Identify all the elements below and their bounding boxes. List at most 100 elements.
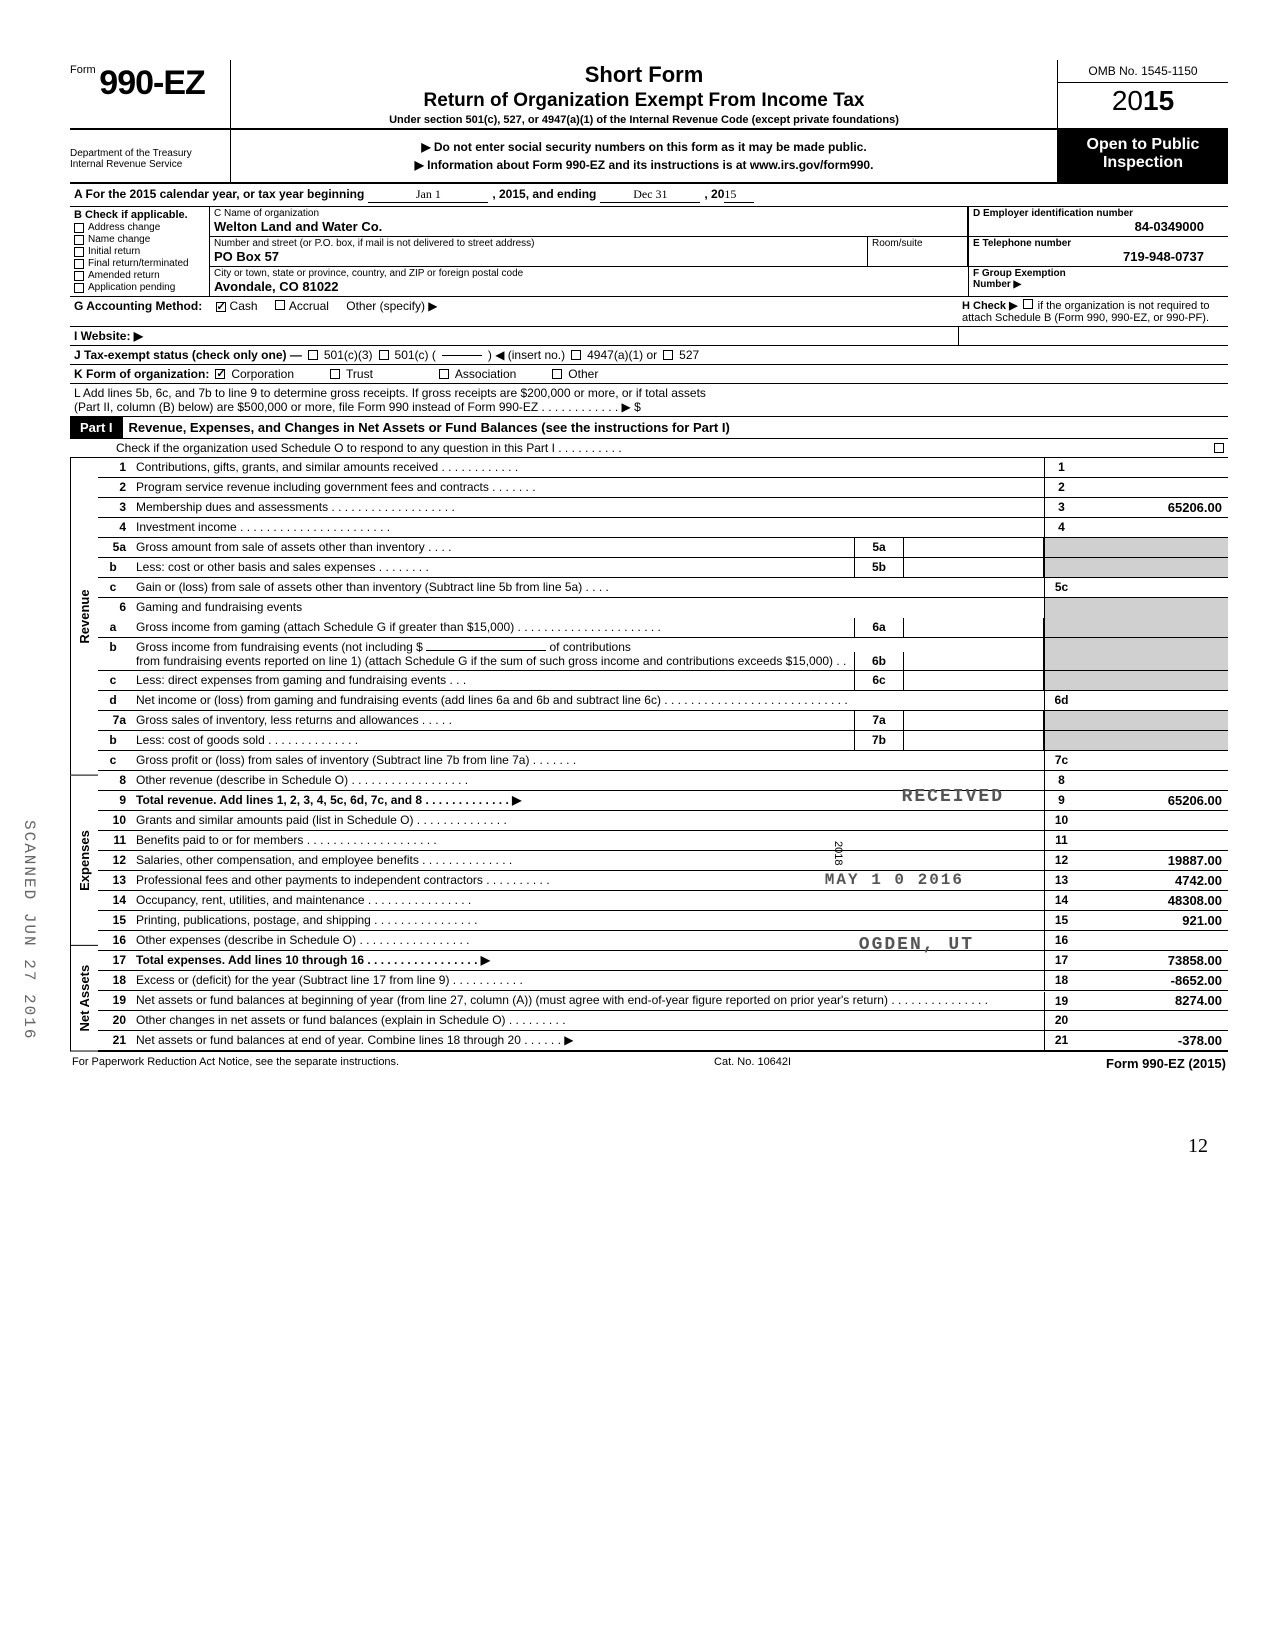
- line-amt[interactable]: -8652.00: [1078, 971, 1228, 990]
- inner-amt[interactable]: [904, 711, 1044, 730]
- line-amt[interactable]: 4742.00: [1078, 871, 1228, 890]
- line-no: 3: [98, 498, 134, 517]
- line-no: 4: [98, 518, 134, 537]
- line-no: 10: [98, 811, 134, 830]
- line-amt: [1078, 711, 1228, 730]
- org-address[interactable]: PO Box 57: [210, 249, 867, 266]
- line-amt[interactable]: [1078, 751, 1228, 770]
- checkbox-cash-icon[interactable]: [216, 302, 226, 312]
- line-amt[interactable]: [1078, 458, 1228, 477]
- checkbox-icon[interactable]: [74, 223, 84, 233]
- inner-amt[interactable]: [904, 638, 1044, 670]
- checkbox-icon[interactable]: [74, 283, 84, 293]
- checkbox-icon[interactable]: [74, 271, 84, 281]
- inner-amt[interactable]: [904, 731, 1044, 750]
- checkbox-icon[interactable]: [74, 235, 84, 245]
- box-f-label: F Group Exemption: [973, 268, 1224, 279]
- chk-address-change[interactable]: Address change: [74, 222, 205, 233]
- line-rt-no: 20: [1044, 1011, 1078, 1030]
- chk-amended[interactable]: Amended return: [74, 270, 205, 281]
- checkbox-icon[interactable]: [74, 259, 84, 269]
- line-no: 13: [98, 871, 134, 890]
- checkbox-accrual-icon[interactable]: [275, 300, 285, 310]
- line-amt[interactable]: 65206.00: [1078, 791, 1228, 810]
- box-c: C Name of organization Welton Land and W…: [210, 207, 968, 296]
- title-sub: Return of Organization Exempt From Incom…: [235, 90, 1053, 112]
- line-9: 9 Total revenue. Add lines 1, 2, 3, 4, 5…: [98, 791, 1228, 811]
- line-amt[interactable]: [1078, 771, 1228, 790]
- line-desc: Gross sales of inventory, less returns a…: [134, 711, 854, 730]
- checkbox-501c-icon[interactable]: [379, 350, 389, 360]
- line-amt[interactable]: 19887.00: [1078, 851, 1228, 870]
- phone[interactable]: 719-948-0737: [973, 249, 1224, 264]
- line-no: c: [98, 578, 134, 597]
- checkbox-icon[interactable]: [74, 247, 84, 257]
- org-city[interactable]: Avondale, CO 81022: [210, 279, 968, 296]
- chk-name-change[interactable]: Name change: [74, 234, 205, 245]
- line-amt[interactable]: [1078, 1011, 1228, 1030]
- line-no: 21: [98, 1031, 134, 1050]
- ein[interactable]: 84-0349000: [973, 219, 1224, 234]
- line-amt[interactable]: [1078, 478, 1228, 497]
- inner-amt[interactable]: [904, 671, 1044, 690]
- line-amt[interactable]: [1078, 691, 1228, 710]
- line-amt[interactable]: [1078, 931, 1228, 950]
- line-15: 15Printing, publications, postage, and s…: [98, 911, 1228, 931]
- row-i: I Website: ▶: [70, 327, 1228, 346]
- line-amt[interactable]: 73858.00: [1078, 951, 1228, 970]
- row-k: K Form of organization: Corporation Trus…: [70, 365, 1228, 384]
- line-no: d: [98, 691, 134, 710]
- chk-final-return[interactable]: Final return/terminated: [74, 258, 205, 269]
- line-no: 18: [98, 971, 134, 990]
- j-insert[interactable]: [442, 355, 482, 356]
- line-rt-no: 2: [1044, 478, 1078, 497]
- checkbox-527-icon[interactable]: [663, 350, 673, 360]
- line-amt: [1078, 731, 1228, 750]
- instr-1: ▶ Do not enter social security numbers o…: [237, 140, 1051, 154]
- line-a-end[interactable]: Dec 31: [600, 187, 700, 203]
- inner-amt[interactable]: [904, 618, 1044, 637]
- line-3: 3Membership dues and assessments . . . .…: [98, 498, 1228, 518]
- form-year: 2015: [1058, 83, 1228, 119]
- line-amt[interactable]: [1078, 578, 1228, 597]
- chk-label: Initial return: [88, 246, 140, 257]
- chk-label: Address change: [88, 222, 160, 233]
- line-no: 5a: [98, 538, 134, 557]
- line-amt[interactable]: -378.00: [1078, 1031, 1228, 1050]
- k-label: K Form of organization:: [74, 367, 209, 381]
- line-desc: Grants and similar amounts paid (list in…: [134, 811, 1044, 830]
- part1-title: Revenue, Expenses, and Changes in Net As…: [123, 417, 1228, 438]
- inner-amt[interactable]: [904, 558, 1044, 577]
- checkbox-part1-icon[interactable]: [1214, 443, 1224, 453]
- contrib-amt[interactable]: [426, 650, 546, 651]
- line-desc: Gross profit or (loss) from sales of inv…: [134, 751, 1044, 770]
- line-amt[interactable]: 8274.00: [1078, 991, 1228, 1010]
- line-1: 1Contributions, gifts, grants, and simil…: [98, 458, 1228, 478]
- checkbox-other-icon[interactable]: [552, 369, 562, 379]
- line-amt[interactable]: [1078, 831, 1228, 850]
- line-no: c: [98, 751, 134, 770]
- line-amt: [1078, 558, 1228, 577]
- inner-amt[interactable]: [904, 538, 1044, 557]
- chk-app-pending[interactable]: Application pending: [74, 282, 205, 293]
- line-a-year[interactable]: 15: [724, 187, 754, 203]
- line-a-begin[interactable]: Jan 1: [368, 187, 488, 203]
- line-no: 2: [98, 478, 134, 497]
- chk-initial-return[interactable]: Initial return: [74, 246, 205, 257]
- line-amt[interactable]: 48308.00: [1078, 891, 1228, 910]
- checkbox-assoc-icon[interactable]: [439, 369, 449, 379]
- checkbox-corp-icon[interactable]: [215, 369, 225, 379]
- checkbox-4947-icon[interactable]: [571, 350, 581, 360]
- checkbox-501c3-icon[interactable]: [308, 350, 318, 360]
- line-no: 17: [98, 951, 134, 970]
- city-label: City or town, state or province, country…: [210, 267, 968, 279]
- line-no: b: [98, 558, 134, 577]
- checkbox-trust-icon[interactable]: [330, 369, 340, 379]
- line-amt[interactable]: [1078, 811, 1228, 830]
- inner-no: 5a: [854, 538, 904, 557]
- line-amt[interactable]: 921.00: [1078, 911, 1228, 930]
- org-name[interactable]: Welton Land and Water Co.: [210, 219, 967, 236]
- checkbox-h-icon[interactable]: [1023, 299, 1033, 309]
- line-amt[interactable]: [1078, 518, 1228, 537]
- line-amt[interactable]: 65206.00: [1078, 498, 1228, 517]
